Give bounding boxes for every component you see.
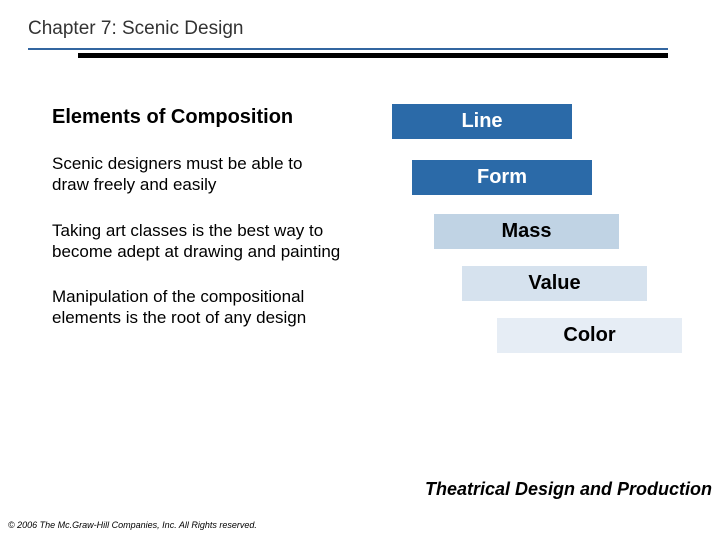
slide-header: Chapter 7: Scenic Design (0, 0, 720, 40)
right-column: Line Form Mass Value Color (362, 106, 692, 353)
element-form-box: Form (412, 160, 592, 195)
paragraph: Manipulation of the compositional elemen… (52, 286, 342, 329)
underline-thin (28, 48, 668, 50)
title-underline (28, 48, 668, 58)
copyright-text: © 2006 The Mc.Graw-Hill Companies, Inc. … (8, 520, 257, 530)
element-mass-box: Mass (434, 214, 619, 249)
element-line-box: Line (392, 104, 572, 139)
element-color-box: Color (497, 318, 682, 353)
footer-title: Theatrical Design and Production (425, 479, 712, 500)
section-heading: Elements of Composition (52, 106, 342, 129)
chapter-title: Chapter 7: Scenic Design (28, 18, 720, 40)
content-area: Elements of Composition Scenic designers… (0, 58, 720, 353)
left-column: Elements of Composition Scenic designers… (52, 106, 362, 353)
paragraph: Scenic designers must be able to draw fr… (52, 153, 342, 196)
element-value-box: Value (462, 266, 647, 301)
paragraph: Taking art classes is the best way to be… (52, 220, 342, 263)
